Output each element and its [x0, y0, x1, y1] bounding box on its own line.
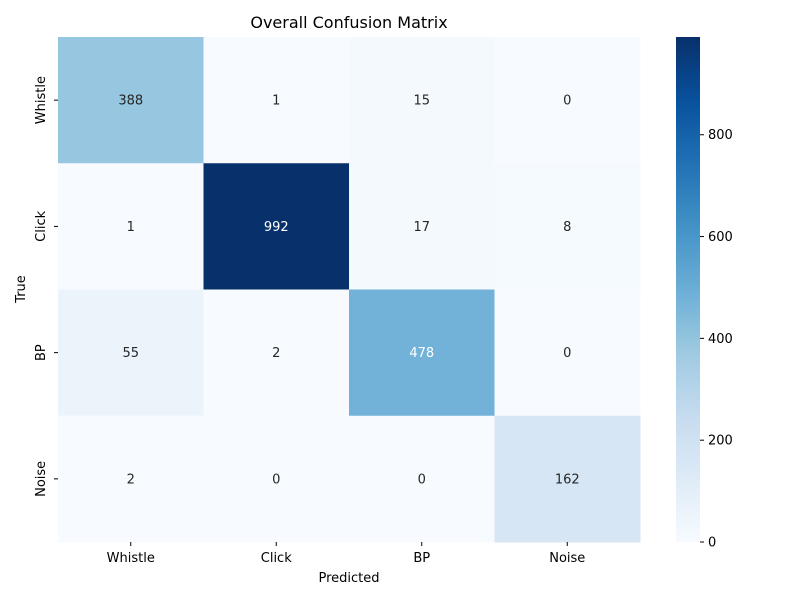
y-axis-label: True [14, 275, 29, 304]
cell-value-label: 2 [272, 346, 280, 361]
heatmap-cell [349, 289, 495, 417]
y-tick-label: BP [34, 344, 49, 361]
heatmap-cell [494, 415, 641, 543]
heatmap-cell [58, 289, 204, 417]
y-tick-label: Click [34, 210, 49, 241]
colorbar-tick-label: 0 [708, 536, 716, 551]
x-tick-label: Click [261, 551, 292, 566]
heatmap-cells [58, 37, 641, 543]
cell-value-label: 8 [563, 220, 571, 235]
x-tick-label: BP [413, 551, 430, 566]
cell-value-label: 992 [264, 220, 289, 235]
cell-value-label: 388 [118, 94, 143, 109]
heatmap-cell [58, 163, 204, 290]
cell-value-label: 17 [413, 220, 430, 235]
heatmap-cell [349, 415, 495, 543]
colorbar-tick-label: 200 [708, 434, 733, 449]
chart-title: Overall Confusion Matrix [250, 13, 447, 32]
x-tick-label: Whistle [107, 551, 155, 566]
colorbar-ticks: 0 200 400 600 800 [700, 128, 733, 551]
heatmap-cell [203, 163, 350, 290]
cell-value-label: 1 [127, 220, 135, 235]
cell-value-label: 0 [272, 472, 280, 487]
x-axis-ticks: Whistle Click BP Noise [107, 542, 585, 566]
cell-value-label: 478 [409, 346, 434, 361]
y-tick-label: Whistle [34, 76, 49, 124]
colorbar-tick-label: 600 [708, 230, 733, 245]
cell-value-label: 2 [127, 472, 135, 487]
colorbar-tick-label: 800 [708, 128, 733, 143]
heatmap-cell [494, 37, 641, 164]
cell-value-label: 162 [555, 472, 580, 487]
colorbar [676, 37, 700, 542]
x-tick-label: Noise [549, 551, 585, 566]
cell-value-label: 0 [563, 94, 571, 109]
y-tick-label: Noise [34, 461, 49, 497]
heatmap-cell [349, 37, 495, 164]
heatmap-cell [203, 415, 350, 543]
cell-value-label: 55 [122, 346, 139, 361]
cell-value-label: 1 [272, 94, 280, 109]
heatmap-cell [203, 289, 350, 417]
y-axis-ticks: Whistle Click BP Noise [34, 76, 58, 497]
x-axis-label: Predicted [318, 571, 379, 586]
cell-value-label: 0 [418, 472, 426, 487]
heatmap-cell [494, 163, 641, 290]
colorbar-tick-label: 400 [708, 332, 733, 347]
cell-value-label: 15 [413, 94, 430, 109]
heatmap-cell [58, 37, 204, 164]
cell-value-label: 0 [563, 346, 571, 361]
heatmap-cell [58, 415, 204, 543]
heatmap-cell [494, 289, 641, 417]
heatmap-cell [349, 163, 495, 290]
heatmap-cell [203, 37, 350, 164]
heatmap-cell-labels: 388 1 15 0 1 992 17 8 55 2 478 0 2 0 0 162 [118, 94, 579, 488]
